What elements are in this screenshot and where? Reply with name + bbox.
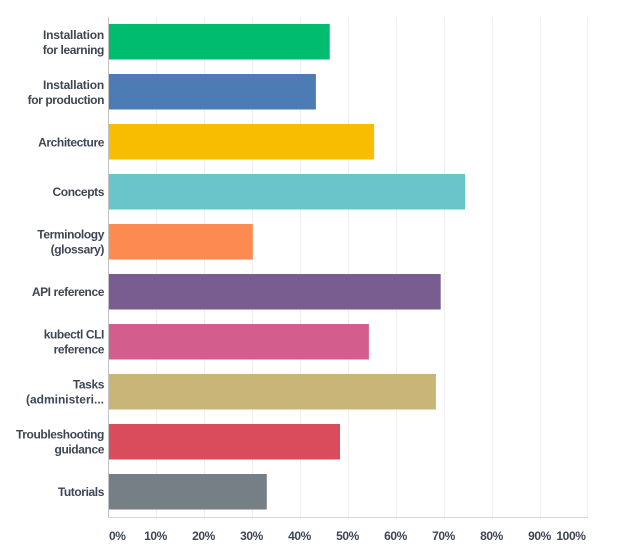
svg-text:Installation: Installation	[43, 28, 104, 42]
svg-text:100%: 100%	[556, 529, 586, 543]
svg-text:Tutorials: Tutorials	[58, 485, 105, 499]
svg-text:50%: 50%	[336, 529, 360, 543]
svg-text:guidance: guidance	[55, 443, 105, 457]
svg-text:40%: 40%	[288, 529, 312, 543]
svg-text:10%: 10%	[144, 529, 168, 543]
svg-text:20%: 20%	[192, 529, 216, 543]
svg-text:70%: 70%	[432, 529, 456, 543]
svg-text:80%: 80%	[480, 529, 504, 543]
svg-text:Troubleshooting: Troubleshooting	[16, 428, 104, 442]
svg-text:Architecture: Architecture	[38, 135, 105, 149]
svg-text:reference: reference	[54, 343, 105, 357]
svg-text:(glossary): (glossary)	[51, 243, 105, 257]
svg-text:(administeri...: (administeri...	[26, 393, 104, 407]
svg-text:API reference: API reference	[32, 285, 105, 299]
svg-text:30%: 30%	[240, 529, 264, 543]
svg-text:60%: 60%	[384, 529, 408, 543]
svg-text:Installation: Installation	[43, 78, 104, 92]
svg-text:Tasks: Tasks	[73, 378, 105, 392]
svg-text:for learning: for learning	[43, 43, 104, 57]
svg-text:for production: for production	[28, 93, 104, 107]
svg-text:0%: 0%	[109, 529, 126, 543]
svg-text:Terminology: Terminology	[37, 228, 104, 242]
svg-text:Concepts: Concepts	[53, 185, 105, 199]
svg-text:kubectl CLI: kubectl CLI	[44, 328, 104, 342]
svg-text:90%: 90%	[528, 529, 552, 543]
